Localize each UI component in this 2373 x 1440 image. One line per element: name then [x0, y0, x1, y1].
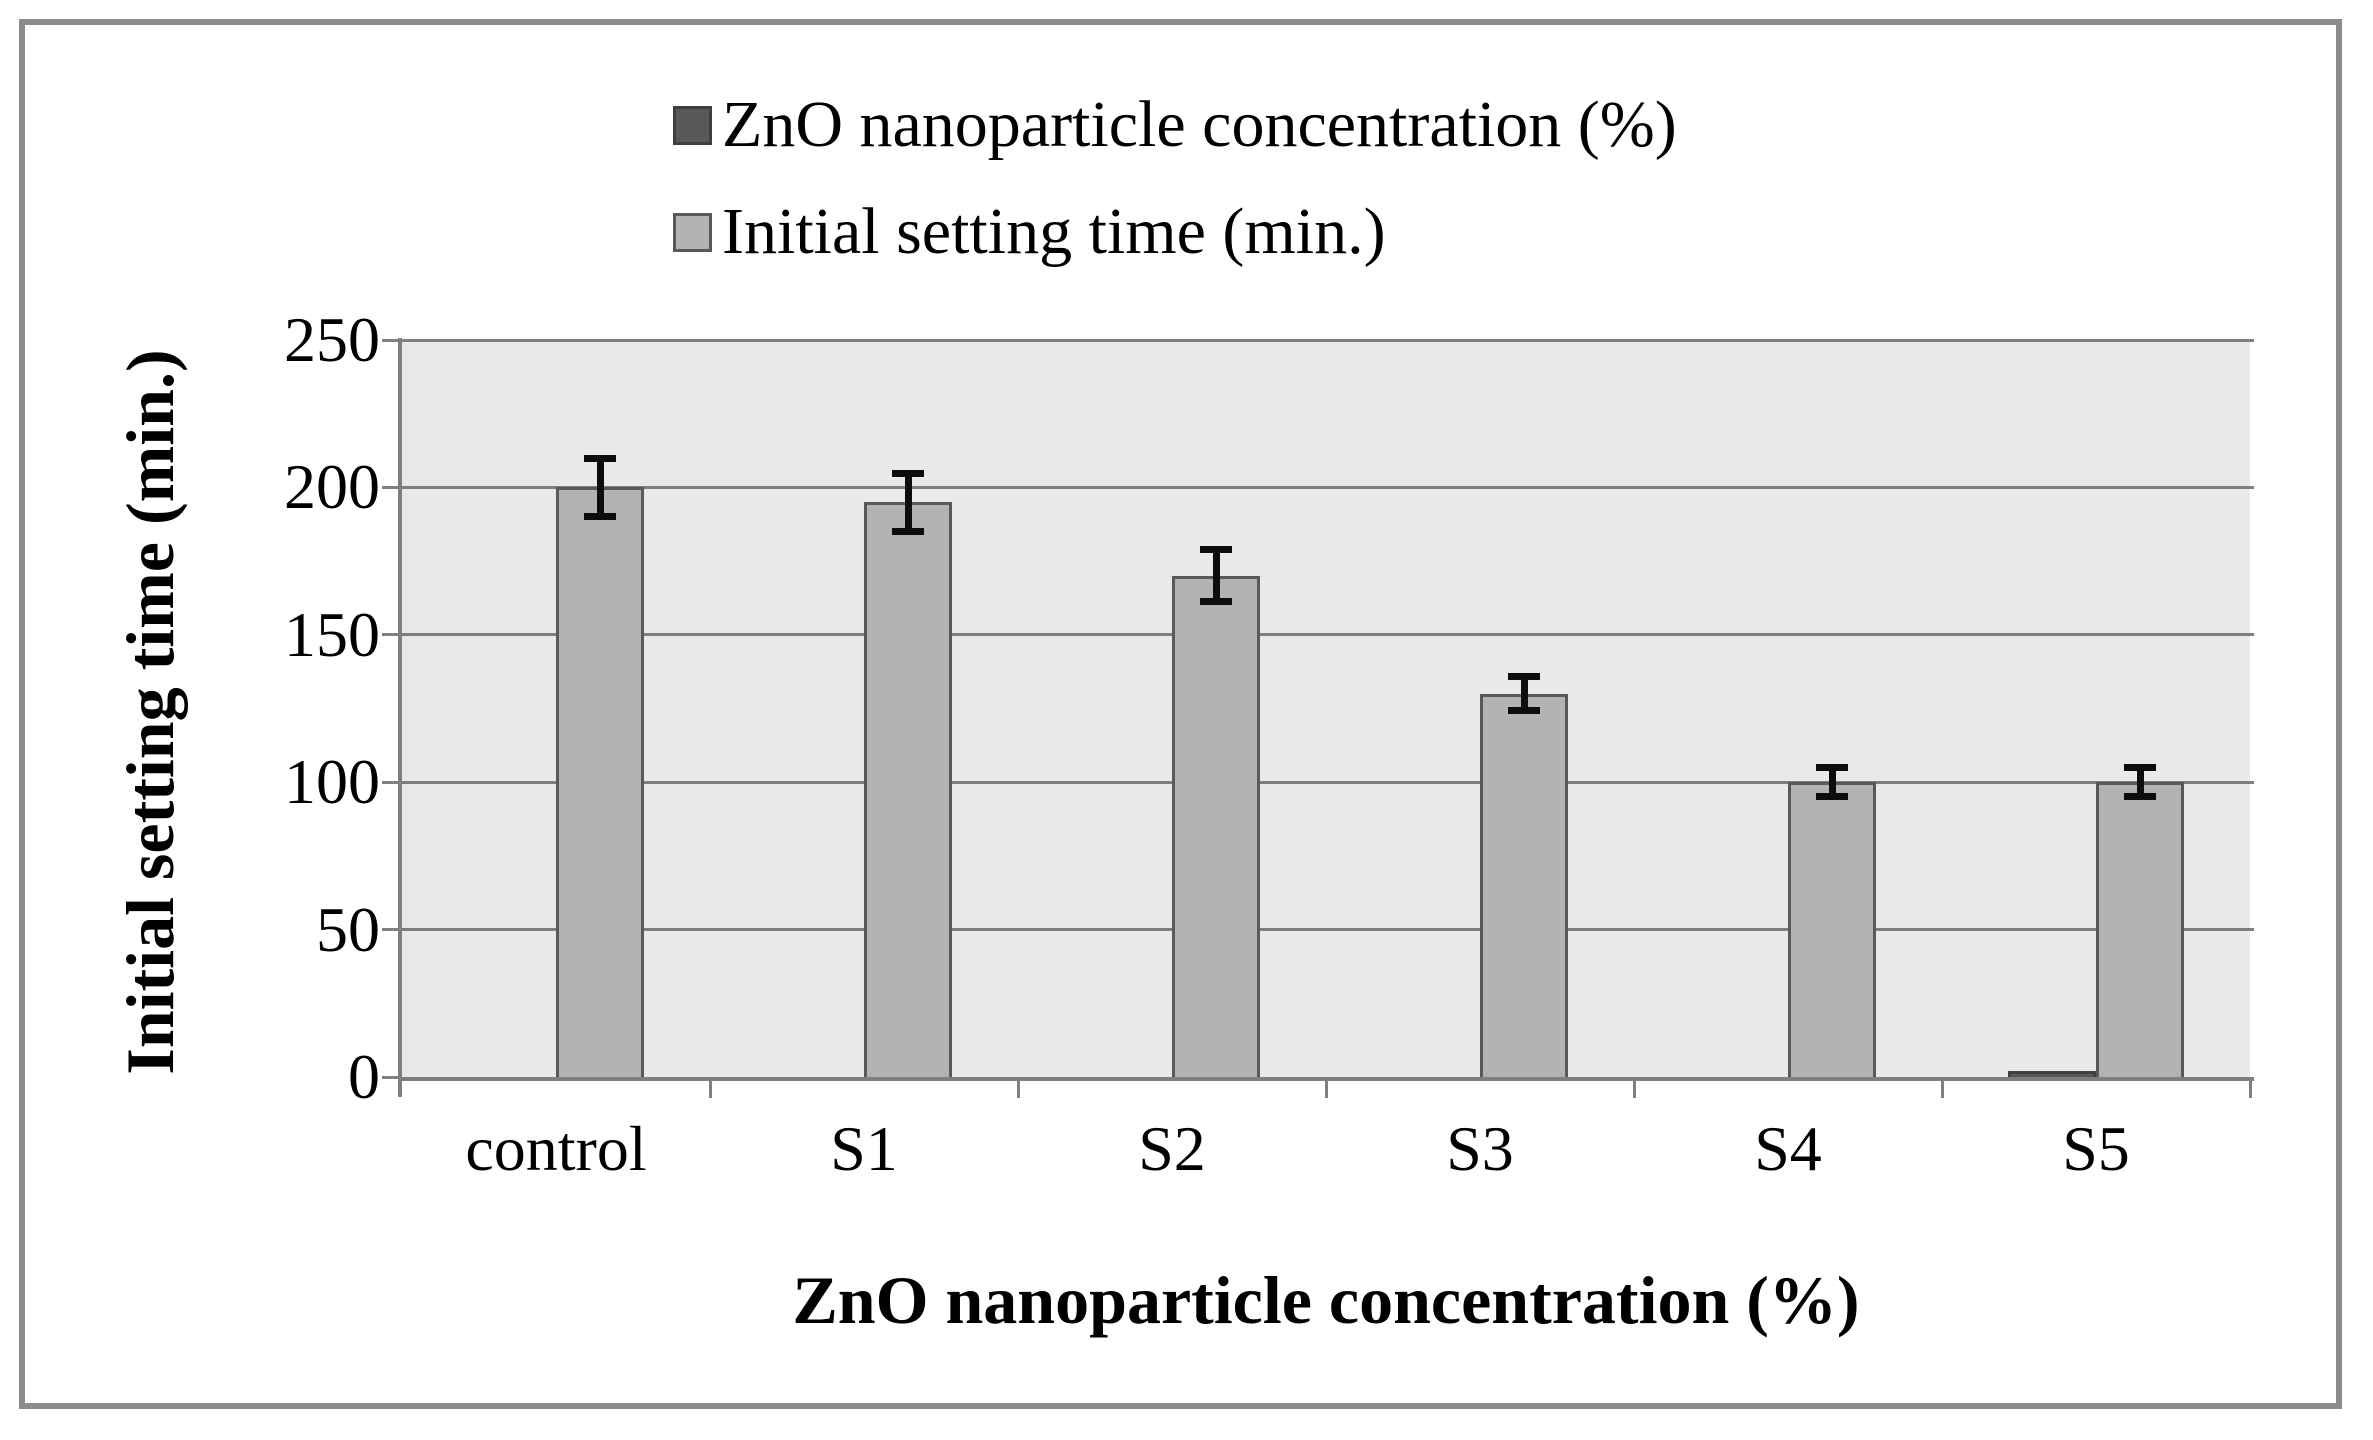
bar-setting-time-S5 — [2096, 782, 2184, 1077]
error-bar-cap-top-S2 — [1200, 546, 1232, 554]
y-tick-label: 0 — [348, 1041, 380, 1112]
x-category-label-S2: S2 — [1138, 1113, 1206, 1184]
error-bar-cap-top-S4 — [1816, 764, 1848, 772]
x-tick-mark — [708, 1081, 712, 1098]
x-axis-title: ZnO nanoparticle concentration (%) — [792, 1262, 1860, 1338]
error-bar-cap-top-control — [584, 454, 616, 462]
legend-swatch-initial-setting-time-icon — [673, 212, 712, 252]
y-tick-mark — [382, 485, 398, 489]
x-category-label-S1: S1 — [830, 1113, 898, 1184]
gridline — [402, 485, 2254, 489]
error-bar-cap-bottom-S3 — [1508, 707, 1540, 715]
error-bar-line-S4 — [1828, 767, 1836, 797]
error-bar-line-S3 — [1520, 676, 1528, 712]
y-tick-label: 200 — [284, 451, 380, 523]
bar-setting-time-S1 — [864, 502, 952, 1077]
x-tick-mark — [1016, 1081, 1020, 1098]
gridline — [402, 780, 2254, 784]
legend-label-initial-setting-time: Initial setting time (min.) — [722, 195, 1386, 268]
legend-swatch-zno-concentration-icon — [673, 105, 712, 145]
x-category-label-control: control — [465, 1113, 647, 1184]
bar-setting-time-S4 — [1788, 782, 1876, 1077]
y-axis-line — [398, 338, 402, 1097]
error-bar-cap-bottom-S4 — [1816, 792, 1848, 800]
error-bar-line-control — [596, 457, 604, 517]
plot-background — [402, 340, 2250, 1077]
legend-label-zno-concentration: ZnO nanoparticle concentration (%) — [722, 88, 1677, 161]
y-tick-label: 100 — [284, 746, 380, 818]
error-bar-line-S2 — [1212, 549, 1220, 603]
gridline — [402, 338, 2254, 342]
x-category-label-S3: S3 — [1446, 1113, 1514, 1184]
x-tick-mark — [1632, 1081, 1636, 1098]
x-tick-mark — [1324, 1081, 1328, 1098]
legend-item-zno-concentration: ZnO nanoparticle concentration (%) — [673, 88, 1677, 162]
y-tick-label: 150 — [284, 598, 380, 670]
y-tick-mark — [382, 338, 398, 342]
error-bar-line-S1 — [904, 472, 912, 532]
x-category-label-S4: S4 — [1754, 1113, 1822, 1184]
bar-setting-time-S2 — [1172, 575, 1260, 1077]
y-tick-label: 250 — [284, 304, 380, 375]
error-bar-line-S5 — [2136, 767, 2144, 797]
y-tick-mark — [382, 780, 398, 784]
y-tick-mark — [382, 1075, 398, 1079]
y-tick-mark — [382, 928, 398, 932]
y-tick-label: 50 — [316, 893, 380, 965]
gridline — [402, 633, 2254, 637]
x-category-label-S5: S5 — [2062, 1113, 2130, 1184]
bar-zno-concentration-S5 — [2008, 1071, 2096, 1077]
error-bar-cap-top-S1 — [892, 469, 924, 477]
error-bar-cap-bottom-S1 — [892, 527, 924, 535]
error-bar-cap-top-S3 — [1508, 673, 1540, 681]
bar-setting-time-S3 — [1480, 693, 1568, 1077]
legend-item-initial-setting-time: Initial setting time (min.) — [673, 195, 1677, 269]
x-tick-mark — [2248, 1081, 2252, 1098]
x-axis-line — [398, 1077, 2254, 1081]
error-bar-cap-bottom-control — [584, 512, 616, 520]
gridline — [402, 928, 2254, 932]
error-bar-cap-bottom-S2 — [1200, 598, 1232, 606]
chart-legend: ZnO nanoparticle concentration (%) Initi… — [673, 88, 1677, 269]
bar-setting-time-control — [556, 487, 644, 1077]
y-tick-mark — [382, 633, 398, 637]
error-bar-cap-top-S5 — [2124, 764, 2156, 772]
error-bar-cap-bottom-S5 — [2124, 792, 2156, 800]
x-tick-mark — [1940, 1081, 1944, 1098]
